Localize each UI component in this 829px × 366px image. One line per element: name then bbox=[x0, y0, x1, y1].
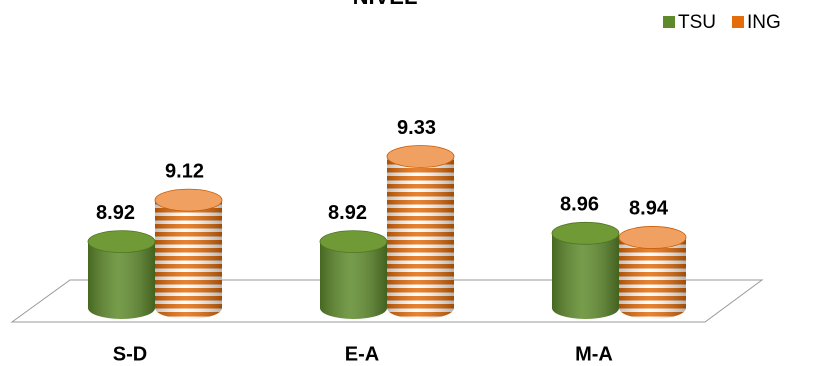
value-label: 8.96 bbox=[560, 194, 599, 216]
cylinder-shade bbox=[88, 241, 155, 319]
cylinder-shade bbox=[552, 233, 619, 319]
cylinder-top bbox=[386, 145, 455, 168]
cylinder-top bbox=[551, 221, 620, 245]
chart-title: NIVEL bbox=[353, 0, 418, 9]
value-label: 8.92 bbox=[96, 202, 135, 224]
cylinder-top bbox=[87, 230, 156, 254]
value-label: 9.12 bbox=[165, 160, 204, 182]
cylinder-top bbox=[319, 230, 388, 254]
value-label: 8.92 bbox=[328, 202, 367, 224]
cylinder-shade bbox=[387, 156, 454, 319]
value-label: 8.94 bbox=[629, 198, 669, 220]
floor bbox=[10, 279, 764, 323]
legend-swatch bbox=[732, 16, 744, 28]
x-tick-label: M-A bbox=[575, 343, 613, 365]
x-tick-label: E-A bbox=[345, 343, 379, 365]
legend-swatch bbox=[663, 16, 675, 28]
cylinder-top bbox=[618, 226, 687, 249]
value-label: 9.33 bbox=[397, 117, 436, 139]
x-tick-label: S-D bbox=[113, 343, 147, 365]
cylinder-shade bbox=[155, 200, 222, 319]
cylinder-top bbox=[154, 188, 223, 212]
cylinder-shade bbox=[619, 237, 686, 319]
legend-label: TSU bbox=[678, 12, 716, 33]
cylinder-shade bbox=[320, 241, 387, 319]
legend-label: ING bbox=[747, 12, 781, 33]
